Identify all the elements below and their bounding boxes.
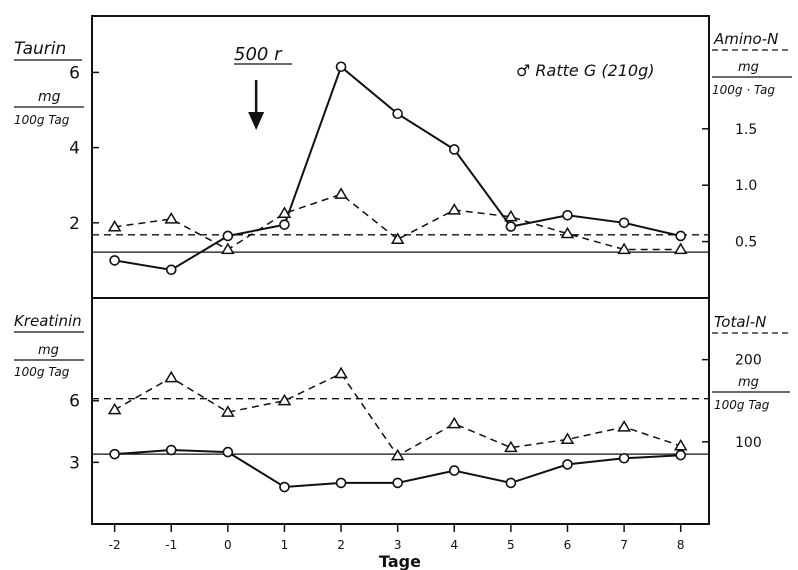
lower-data-point-triangle (504, 440, 518, 453)
dose-label: 500 r (234, 44, 283, 65)
x-tick-label: 5 (507, 538, 515, 552)
upper-data-point-circle (335, 61, 347, 73)
lower-data-point-triangle (560, 432, 575, 444)
lower-data-point-circle (335, 477, 347, 489)
upper-data-point-triangle (560, 226, 575, 239)
lower-data-point-circle (448, 465, 460, 476)
upper-left-tick-label: 4 (69, 139, 80, 159)
upper-data-point-circle (222, 230, 234, 242)
upper-data-point-circle (562, 209, 573, 221)
amino-n-unit-denominator: 100g · Tag (712, 83, 775, 97)
lower-data-point-circle (618, 452, 630, 464)
kreatinin-axis-title: Kreatinin (14, 312, 82, 330)
lower-data-point-circle (279, 481, 290, 493)
amino-n-axis-title: Amino-N (713, 30, 778, 48)
lower-series-line-triangle (114, 372, 681, 457)
lower-right-tick-label: 200 (735, 353, 762, 369)
upper-right-tick-label: 0.5 (735, 235, 757, 251)
x-tick-label: -1 (165, 538, 177, 552)
lower-data-point-circle (562, 459, 573, 470)
x-tick-label: 6 (564, 538, 572, 552)
lower-data-point-circle (505, 477, 517, 489)
lower-data-point-circle (165, 444, 177, 456)
x-tick-label: 8 (677, 538, 685, 552)
upper-data-point-triangle (617, 242, 631, 255)
lower-data-point-triangle (107, 402, 122, 415)
upper-data-point-circle (675, 230, 686, 242)
upper-right-tick-label: 1.0 (735, 178, 757, 194)
x-tick-label: 3 (394, 538, 402, 552)
dose-arrow (248, 80, 265, 130)
lower-left-tick-label: 3 (69, 453, 80, 473)
upper-data-point-triangle (107, 219, 122, 232)
x-tick-label: 0 (224, 538, 232, 552)
upper-data-point-triangle (334, 187, 348, 199)
upper-data-point-triangle (221, 242, 235, 255)
dose-arrow-head (248, 112, 265, 130)
total-n-unit-denominator: 100g Tag (714, 398, 770, 412)
upper-left-tick-label: 6 (69, 63, 80, 83)
taurin-axis-title: Taurin (14, 39, 66, 59)
lower-data-point-triangle (334, 366, 348, 379)
lower-data-point-triangle (447, 416, 462, 429)
upper-data-point-triangle (673, 242, 688, 255)
upper-data-point-triangle (277, 206, 292, 218)
upper-data-point-triangle (447, 203, 462, 215)
lower-left-tick-label: 6 (69, 392, 80, 412)
lower-data-point-circle (109, 448, 120, 460)
x-axis-title: Tage (379, 552, 421, 570)
lower-data-point-circle (222, 446, 234, 458)
upper-right-tick-label: 1.5 (735, 122, 757, 138)
upper-data-point-circle (165, 264, 177, 276)
upper-data-point-circle (505, 221, 517, 232)
upper-data-point-circle (448, 144, 460, 155)
upper-left-tick-label: 2 (69, 214, 80, 234)
taurin-unit-numerator: mg (38, 89, 61, 105)
total-n-axis-title: Total-N (714, 313, 766, 331)
lower-data-point-triangle (277, 393, 292, 406)
lower-data-point-circle (675, 449, 686, 461)
upper-data-point-triangle (504, 209, 518, 222)
x-tick-label: 4 (450, 538, 458, 552)
upper-data-point-circle (279, 219, 290, 230)
lower-data-point-triangle (390, 448, 405, 461)
rat-annotation: ♂ Ratte G (210g) (516, 61, 655, 80)
upper-data-point-triangle (390, 232, 405, 244)
lower-data-point-circle (392, 477, 403, 489)
x-tick-label: -2 (109, 538, 121, 552)
kreatinin-unit-numerator: mg (38, 343, 59, 358)
upper-data-point-circle (618, 217, 630, 229)
x-tick-label: 1 (281, 538, 289, 552)
kreatinin-unit-denominator: 100g Tag (14, 365, 70, 379)
lower-data-point-triangle (673, 438, 688, 451)
chart-marks: 2 4 6 0.5 1.0 1.5 3 6 100 200 -2 -1 0 1 2 3 4 5 6 7 8 (69, 61, 762, 552)
lower-right-tick-label: 100 (735, 435, 762, 451)
total-n-unit-numerator: mg (738, 375, 759, 390)
x-tick-label: 7 (620, 538, 628, 552)
lower-data-point-triangle (617, 420, 631, 432)
upper-data-point-triangle (164, 212, 179, 224)
upper-data-point-circle (392, 108, 403, 120)
lower-data-point-triangle (221, 405, 235, 417)
lower-data-point-triangle (164, 370, 179, 383)
upper-series-line-triangle (114, 193, 681, 251)
amino-n-unit-numerator: mg (738, 60, 759, 75)
plot-frame (91, 15, 710, 525)
upper-data-point-circle (109, 255, 120, 266)
x-tick-label: 2 (337, 538, 345, 552)
taurin-unit-denominator: 100g Tag (14, 113, 70, 127)
